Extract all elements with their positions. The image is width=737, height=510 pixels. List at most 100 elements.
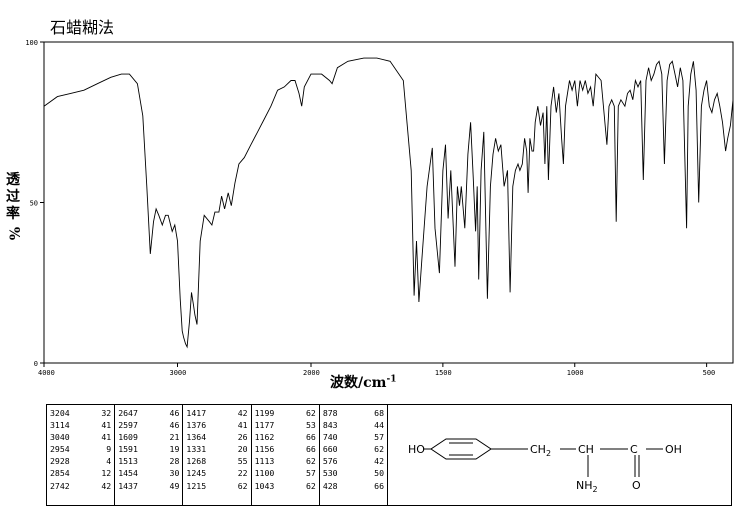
peak-table-row: 2854 12: [50, 467, 111, 479]
peak-table-row: 843 44: [323, 419, 384, 431]
hydroxyl-label: HO: [408, 443, 425, 456]
peak-table-row: 1609 21: [118, 431, 179, 443]
peak-table-row: 660 62: [323, 443, 384, 455]
peak-wavenumber: 1331: [186, 444, 207, 455]
peak-table-column: 2647 46 2597 46 1609 21 1591 19 1513 28 1454 30 1437…: [114, 405, 182, 505]
peak-transmittance: 62: [305, 408, 316, 418]
peak-transmittance: 46: [169, 408, 180, 418]
peak-wavenumber: 1199: [254, 408, 275, 418]
peak-wavenumber: 1437: [118, 480, 138, 491]
peak-table-row: 3040 41: [50, 431, 111, 443]
peak-wavenumber: 2928: [50, 456, 70, 467]
peak-table-row: 2597 46: [118, 419, 179, 431]
peak-table-row: 1454 30: [118, 467, 179, 479]
peak-wavenumber: 2742: [50, 480, 70, 491]
carboxyl-oh-label: OH: [665, 443, 682, 456]
peak-transmittance: 12: [101, 468, 112, 479]
peak-wavenumber: 1454: [118, 468, 138, 479]
peak-transmittance: 30: [169, 468, 180, 479]
benzene-ring: [430, 438, 492, 460]
peak-transmittance: 41: [101, 432, 112, 443]
peak-transmittance: 62: [374, 444, 385, 455]
peak-wavenumber: 3204: [50, 408, 70, 418]
peak-table-row: 2954 9: [50, 443, 111, 455]
peak-transmittance: 26: [237, 432, 248, 443]
peak-transmittance: 42: [374, 456, 385, 467]
y-tick-label: 0: [34, 360, 38, 368]
peak-wavenumber: 2597: [118, 420, 138, 431]
y-axis-label: 透 过 率 %: [4, 172, 22, 242]
alpha-carbon-label: CH: [578, 443, 594, 456]
spectrum-line: [43, 57, 734, 349]
peak-wavenumber: 1364: [186, 432, 207, 443]
peak-wavenumber: 2954: [50, 444, 70, 455]
peak-table-column: 3204 32 3114 41 3040 41 2954 9 2928 4 2854 12 2742 42: [47, 405, 114, 505]
peak-table-row: 3114 41: [50, 419, 111, 431]
peak-table-column: 1199 62 1177 53 1162 66 1156 66 1113 62 1100 57 1043…: [250, 405, 319, 505]
peak-transmittance: 50: [374, 468, 385, 479]
peak-wavenumber: 1162: [254, 432, 275, 443]
peak-transmittance: 41: [101, 420, 112, 431]
peak-table-row: 2742 42: [50, 480, 111, 492]
peak-table-row: 1437 49: [118, 480, 179, 492]
peak-table-row: 1591 19: [118, 443, 179, 455]
y-axis-label-char: 过: [6, 189, 20, 205]
peak-table-row: 2647 46: [118, 407, 179, 419]
peak-table-row: 1245 22: [186, 467, 247, 479]
tyrosine-structure: HO CH2 CH C OH O NH2: [408, 438, 682, 494]
peak-wavenumber: 428: [322, 480, 338, 491]
peak-table-row: 1177 53: [255, 419, 316, 431]
x-tick-label: 2000: [303, 369, 320, 377]
peak-transmittance: 62: [305, 456, 316, 467]
peak-table-row: 1417 42: [186, 407, 247, 419]
peak-transmittance: 22: [237, 468, 248, 479]
x-tick-label: 4000: [38, 369, 55, 377]
peak-wavenumber: 3114: [50, 420, 70, 431]
peak-wavenumber: 1156: [254, 444, 275, 455]
y-axis-label-char: 率: [6, 206, 20, 222]
peak-transmittance: 57: [305, 468, 316, 479]
y-tick-label: 100: [25, 39, 38, 47]
x-tick-label: 500: [703, 369, 716, 377]
carboxyl-carbon-label: C: [630, 443, 638, 456]
peak-transmittance: 66: [374, 480, 385, 491]
peak-transmittance: 4: [106, 456, 112, 467]
peak-table-row: 2928 4: [50, 455, 111, 467]
peak-table-row: 1100 57: [255, 467, 316, 479]
peak-wavenumber: 1268: [186, 456, 207, 467]
x-axis-label-text: 波数/cm: [330, 375, 387, 391]
peak-wavenumber: 878: [322, 408, 338, 418]
peak-transmittance: 49: [169, 480, 180, 491]
peak-table-row: 1162 66: [255, 431, 316, 443]
y-axis-label-char: 透: [6, 172, 20, 188]
peak-transmittance: 9: [106, 444, 112, 455]
peak-table-row: 740 57: [323, 431, 384, 443]
structure-panel: HO CH2 CH C OH O NH2: [388, 404, 732, 506]
peak-transmittance: 20: [237, 444, 248, 455]
peak-table-row: 1364 26: [186, 431, 247, 443]
peak-wavenumber: 1177: [254, 420, 275, 431]
peak-wavenumber: 1376: [186, 420, 207, 431]
peak-wavenumber: 660: [322, 444, 338, 455]
x-tick-label: 1000: [567, 369, 584, 377]
peak-table-row: 530 50: [323, 467, 384, 479]
peak-transmittance: 55: [237, 456, 248, 467]
peak-transmittance: 53: [305, 420, 316, 431]
peak-table-row: 1268 55: [186, 455, 247, 467]
peak-table-row: 1331 20: [186, 443, 247, 455]
peak-table-column: 878 68 843 44 740 57 660 62 576 42 530 50 428 66: [318, 405, 387, 505]
peak-wavenumber: 576: [322, 456, 338, 467]
peak-table-row: 1043 62: [255, 480, 316, 492]
peak-transmittance: 57: [374, 432, 385, 443]
peak-wavenumber: 1215: [186, 480, 207, 491]
peak-table-row: 3204 32: [50, 407, 111, 419]
peak-transmittance: 46: [169, 420, 180, 431]
peak-transmittance: 42: [237, 408, 248, 418]
amino-label: NH2: [576, 479, 598, 494]
x-tick-label: 1500: [435, 369, 452, 377]
peak-transmittance: 32: [101, 408, 112, 418]
x-axis-label-exponent: -1: [386, 374, 397, 385]
peak-table-row: 1215 62: [186, 480, 247, 492]
peak-table-row: 878 68: [323, 407, 384, 419]
